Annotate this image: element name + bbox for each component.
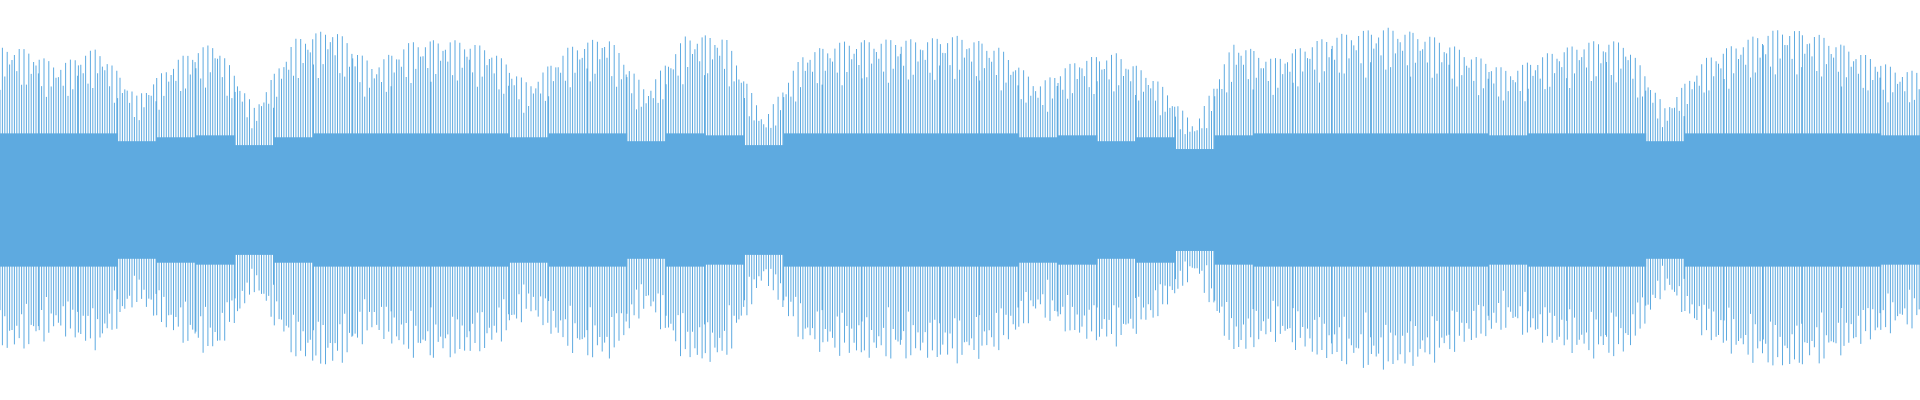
wave-core	[274, 137, 314, 263]
wave-core	[1332, 133, 1372, 267]
wave-core	[587, 133, 628, 267]
wave-core	[431, 133, 471, 267]
wave-core	[1606, 133, 1647, 267]
wave-core	[1449, 133, 1490, 267]
wave-core	[1684, 133, 1725, 267]
wave-core	[39, 133, 79, 267]
wave-core	[1763, 133, 1803, 267]
wave-core	[705, 135, 745, 265]
wave-core	[979, 133, 1020, 267]
wave-core	[509, 137, 550, 263]
wave-core	[1214, 135, 1255, 265]
wave-core	[1293, 133, 1333, 267]
wave-core	[1645, 141, 1686, 259]
wave-core	[195, 135, 236, 265]
wave-core	[1018, 137, 1059, 263]
wave-core	[862, 133, 902, 267]
wave-core	[1567, 133, 1608, 267]
wave-core	[1841, 133, 1882, 267]
wave-core	[470, 133, 510, 267]
wave-core	[1880, 135, 1920, 265]
wave-core	[352, 133, 393, 267]
wave-core	[783, 133, 824, 267]
wave-core	[1371, 133, 1412, 267]
wave-core	[548, 133, 589, 267]
wave-core	[940, 133, 981, 267]
wave-core	[1253, 133, 1294, 267]
wave-core	[1097, 141, 1137, 259]
wave-core	[901, 133, 941, 267]
wave-core	[822, 133, 863, 267]
wave-core	[666, 133, 706, 267]
wave-core	[1175, 149, 1216, 251]
wave-core	[1528, 133, 1568, 267]
wave-core	[0, 133, 40, 267]
wave-core	[117, 141, 158, 259]
wave-core	[1802, 133, 1843, 267]
wave-core	[626, 141, 667, 259]
wave-core	[156, 137, 197, 263]
wave-core	[1488, 135, 1529, 265]
wave-core	[235, 145, 275, 255]
wave-core	[1724, 133, 1764, 267]
wave-core	[78, 133, 119, 267]
wave-core	[391, 133, 432, 267]
wave-core	[1057, 135, 1098, 265]
wave-core	[744, 145, 785, 255]
wave-core	[313, 133, 354, 267]
wave-core	[1410, 133, 1451, 267]
wave-core	[1136, 137, 1177, 263]
